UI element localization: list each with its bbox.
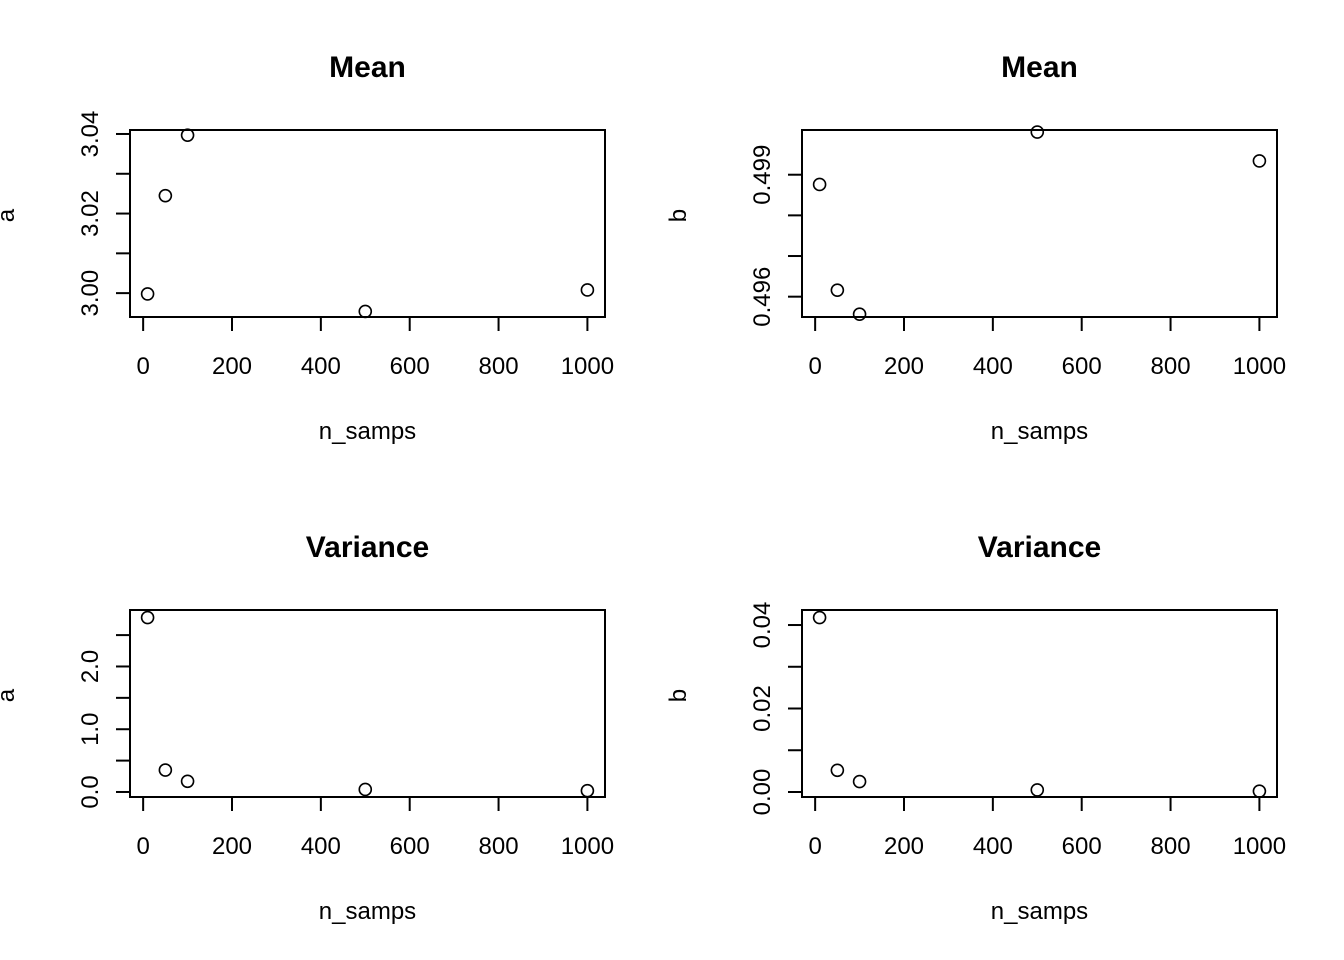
data-point bbox=[580, 283, 595, 297]
x-axis-label: n_samps bbox=[991, 898, 1088, 925]
x-tick-label: 600 bbox=[390, 833, 430, 860]
x-tick-label: 1000 bbox=[561, 833, 614, 860]
data-point bbox=[830, 283, 845, 297]
x-tick-label: 200 bbox=[884, 353, 924, 380]
chart-title: Mean bbox=[1001, 51, 1078, 84]
data-point bbox=[852, 307, 867, 321]
data-point bbox=[812, 610, 827, 625]
y-tick-label: 2.0 bbox=[77, 650, 104, 683]
data-point bbox=[180, 774, 195, 789]
data-point bbox=[852, 774, 867, 789]
y-tick-label: 0.02 bbox=[749, 685, 776, 732]
x-tick-label: 0 bbox=[136, 353, 149, 380]
x-tick-label: 600 bbox=[1062, 353, 1102, 380]
x-axis-label: n_samps bbox=[319, 898, 416, 925]
x-axis-label: n_samps bbox=[319, 418, 416, 445]
chart-panel-2: Mean 0 200 400 600 800 1000 n_samps 0.496 0.499 b bbox=[665, 51, 1286, 445]
x-tick-label: 800 bbox=[479, 833, 519, 860]
data-point bbox=[1252, 784, 1267, 798]
data-point bbox=[158, 188, 173, 203]
x-tick-label: 200 bbox=[884, 833, 924, 860]
y-tick-label: 0.00 bbox=[749, 769, 776, 816]
chart-panel-1: Mean 0 200 400 600 800 1000 n_samps 3.00 3.02 3.04… bbox=[0, 51, 614, 445]
data-point bbox=[580, 783, 595, 798]
data-point bbox=[1030, 783, 1045, 797]
x-tick-label: 600 bbox=[390, 353, 430, 380]
y-tick-label: 1.0 bbox=[77, 713, 104, 746]
plot-frame bbox=[129, 129, 606, 318]
data-point bbox=[1252, 154, 1267, 168]
x-tick-label: 0 bbox=[808, 353, 821, 380]
y-axis-label: b bbox=[665, 209, 692, 222]
x-tick-label: 200 bbox=[212, 833, 252, 860]
data-point bbox=[358, 782, 373, 797]
chart-title: Variance bbox=[306, 531, 429, 564]
x-tick-label: 400 bbox=[301, 833, 341, 860]
y-tick-label: 0.0 bbox=[77, 775, 104, 808]
x-tick-label: 800 bbox=[1151, 833, 1191, 860]
x-tick-label: 400 bbox=[301, 353, 341, 380]
x-tick-label: 800 bbox=[479, 353, 519, 380]
chart-title: Mean bbox=[329, 51, 406, 84]
x-tick-label: 1000 bbox=[1233, 353, 1286, 380]
x-tick-label: 400 bbox=[973, 833, 1013, 860]
y-axis-label: b bbox=[665, 689, 692, 702]
y-tick-label: 3.00 bbox=[77, 270, 104, 317]
data-point bbox=[180, 128, 195, 142]
y-axis-label: a bbox=[0, 208, 20, 222]
plot-frame bbox=[801, 609, 1278, 798]
x-tick-label: 0 bbox=[136, 833, 149, 860]
x-tick-label: 1000 bbox=[1233, 833, 1286, 860]
plot-frame bbox=[129, 609, 606, 798]
chart-panel-3: Variance 0 200 400 600 800 1000 n_samps 0.0 1.0 2.… bbox=[0, 531, 614, 925]
data-point bbox=[140, 610, 155, 625]
y-axis-label: a bbox=[0, 688, 20, 702]
chart-panel-4: Variance 0 200 400 600 800 1000 n_samps 0.00 0.02… bbox=[665, 531, 1286, 925]
chart-title: Variance bbox=[978, 531, 1101, 564]
data-point bbox=[830, 763, 845, 778]
data-point bbox=[812, 177, 827, 192]
x-tick-label: 0 bbox=[808, 833, 821, 860]
y-tick-label: 3.02 bbox=[77, 190, 104, 237]
data-point bbox=[140, 287, 155, 301]
x-tick-label: 600 bbox=[1062, 833, 1102, 860]
x-tick-label: 800 bbox=[1151, 353, 1191, 380]
data-point bbox=[158, 763, 173, 777]
x-tick-label: 1000 bbox=[561, 353, 614, 380]
y-tick-label: 0.496 bbox=[749, 267, 776, 327]
plot-frame bbox=[801, 129, 1278, 318]
x-axis-label: n_samps bbox=[991, 418, 1088, 445]
x-tick-label: 400 bbox=[973, 353, 1013, 380]
y-tick-label: 0.04 bbox=[749, 602, 776, 649]
y-tick-label: 3.04 bbox=[77, 111, 104, 158]
y-tick-label: 0.499 bbox=[749, 145, 776, 205]
data-point bbox=[358, 304, 373, 319]
x-tick-label: 200 bbox=[212, 353, 252, 380]
data-point bbox=[1030, 125, 1045, 139]
